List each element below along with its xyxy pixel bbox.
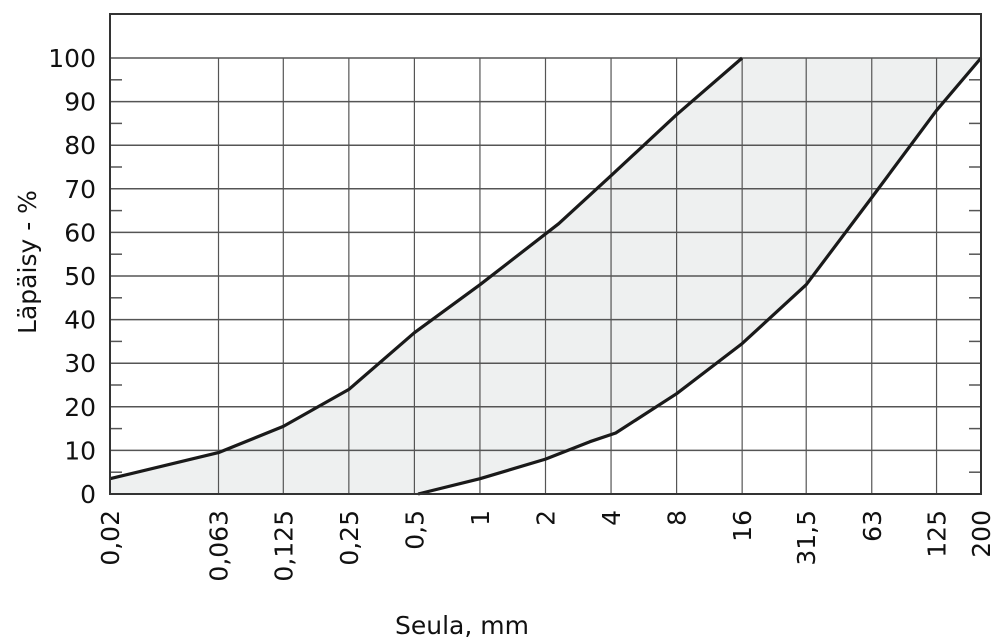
upper-envelope-line (109, 56, 744, 481)
x-tick-label: 31,5 (792, 510, 821, 566)
upper-margin (110, 14, 981, 58)
y-tick-label: 10 (64, 436, 96, 465)
x-tick-label: 16 (728, 510, 757, 542)
y-tick-label: 50 (64, 262, 96, 291)
x-tick-label: 1 (466, 510, 495, 526)
x-axis-title: Seula, mm (395, 611, 529, 640)
y-tick-label: 30 (64, 349, 96, 378)
y-tick-label: 90 (64, 88, 96, 117)
x-tick-label: 2 (532, 510, 561, 526)
x-tick-label: 0,063 (205, 510, 234, 582)
lower-envelope-line (417, 56, 983, 496)
x-tick-label: 0,5 (400, 510, 429, 550)
x-tick-labels: 0,02 0,063 0,125 0,25 0,5 1 2 4 8 16 31,5 63 125 200 (96, 510, 991, 582)
plot-frame (109, 13, 982, 495)
x-tick-label: 8 (663, 510, 692, 526)
y-tick-label: 40 (64, 306, 96, 335)
y-tick-label: 20 (64, 393, 96, 422)
x-tick-label: 200 (967, 510, 991, 558)
x-tick-label: 4 (597, 510, 626, 526)
envelope-lines (109, 56, 983, 496)
y-axis-title: Läpäisy - % (13, 190, 42, 334)
x-tick-label: 0,25 (335, 510, 364, 566)
y-tick-label: 100 (48, 44, 96, 73)
x-tick-label: 63 (858, 510, 887, 542)
x-tick-label: 125 (923, 510, 952, 558)
y-tick-label: 80 (64, 131, 96, 160)
x-tick-label: 0,02 (96, 510, 125, 566)
y-tick-labels: 0 10 20 30 40 50 60 70 80 90 100 (48, 44, 96, 509)
y-tick-label: 0 (80, 480, 96, 509)
x-tick-label: 0,125 (269, 510, 298, 582)
y-tick-label: 70 (64, 175, 96, 204)
y-tick-label: 60 (64, 218, 96, 247)
